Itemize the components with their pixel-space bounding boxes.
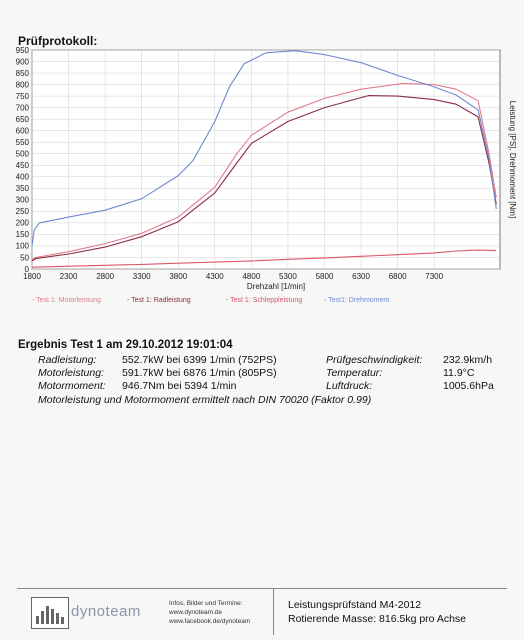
logo-text: dynoteam <box>71 603 141 620</box>
x-tick-label: 4300 <box>206 272 224 281</box>
plot-area <box>31 49 501 270</box>
y-tick-label: 350 <box>16 184 30 193</box>
y-tick-label: 950 <box>16 46 30 55</box>
temperatur-label: Temperatur: <box>326 367 383 379</box>
y-tick-label: 300 <box>16 196 30 205</box>
y-tick-label: 600 <box>16 126 30 135</box>
y-tick-label: 400 <box>16 173 30 182</box>
radleistung-label: Radleistung: <box>38 354 97 366</box>
y-tick-label: 550 <box>16 138 30 147</box>
x-tick-label: 5800 <box>316 272 334 281</box>
x-tick-label: 6800 <box>389 272 407 281</box>
info-line-3: www.facebook.de/dynoteam <box>169 618 251 625</box>
y-tick-label: 500 <box>16 150 30 159</box>
motormoment-value: 946.7Nm bei 5394 1/min <box>122 380 237 392</box>
series-line-2 <box>31 249 497 268</box>
motormoment-label: Motormoment: <box>38 380 106 392</box>
dyno-chart: 0 50 100 150 200 250 300 350 400 450 500 550 600 650 7… <box>16 46 517 291</box>
info-line-1: Infos, Bilder und Termine: <box>169 600 243 607</box>
x-tick-label: 5300 <box>279 272 297 281</box>
results-title: Ergebnis Test 1 am 29.10.2012 19:01:04 <box>18 339 233 351</box>
motorleistung-value: 591.7kW bei 6876 1/min (805PS) <box>122 367 277 379</box>
x-tick-label: 3300 <box>133 272 151 281</box>
grid <box>31 49 500 270</box>
x-tick-label: 3800 <box>169 272 187 281</box>
series-line-1 <box>31 95 497 262</box>
temperatur-value: 11.9°C <box>443 367 475 379</box>
pruefgeschwindigkeit-label: Prüfgeschwindigkeit: <box>326 354 423 366</box>
y-axis-label: Leistung [PS], Drehmoment [Nm] <box>508 101 517 218</box>
dynoteam-logo-icon <box>31 597 69 629</box>
y-tick-label: 800 <box>16 80 30 89</box>
legend-schleppleistung: - Test 1: Schleppleistung <box>226 297 303 304</box>
y-tick-label: 250 <box>16 207 30 216</box>
legend-drehmoment: - Test1: Drehmoment <box>324 297 390 304</box>
legend-radleistung: - Test 1: Radleistung <box>127 297 191 304</box>
y-tick-label: 0 <box>25 265 30 274</box>
y-tick-label: 150 <box>16 230 30 239</box>
luftdruck-value: 1005.6hPa <box>443 380 494 392</box>
y-tick-label: 450 <box>16 161 30 170</box>
x-axis-label: Drehzahl [1/min] <box>247 282 305 291</box>
page-title: Prüfprotokoll: <box>18 34 98 48</box>
info-line-2: www.dynoteam.de <box>169 609 223 616</box>
legend-motorleistung: - Test 1: Motorleistung <box>32 297 101 304</box>
y-tick-label: 50 <box>20 253 29 262</box>
series-line-3 <box>31 50 497 246</box>
y-tick-label: 650 <box>16 115 30 124</box>
y-tick-label: 900 <box>16 57 30 66</box>
footer: dynoteam Infos, Bilder und Termine: www.… <box>17 588 507 635</box>
footer-details: Leistungsprüfstand M4-2012 Rotierende Ma… <box>273 589 508 635</box>
y-tick-label: 850 <box>16 69 30 78</box>
rotierende-masse: Rotierende Masse: 816.5kg pro Achse <box>288 613 467 625</box>
x-tick-label: 6300 <box>352 272 370 281</box>
x-tick-label: 7300 <box>425 272 443 281</box>
pruefstand-name: Leistungsprüfstand M4-2012 <box>288 599 422 611</box>
x-tick-label: 1800 <box>23 272 41 281</box>
y-tick-label: 200 <box>16 219 30 228</box>
x-tick-label: 4800 <box>242 272 260 281</box>
radleistung-value: 552.7kW bei 6399 1/min (752PS) <box>122 354 277 366</box>
din-note: Motorleistung und Motormoment ermittelt … <box>38 394 372 406</box>
y-tick-label: 700 <box>16 103 30 112</box>
x-tick-label: 2800 <box>96 272 114 281</box>
y-tick-label: 100 <box>16 242 30 251</box>
series-line-0 <box>31 82 497 261</box>
y-tick-label: 750 <box>16 92 30 101</box>
motorleistung-label: Motorleistung: <box>38 367 104 379</box>
x-tick-label: 2300 <box>60 272 78 281</box>
info-block: Infos, Bilder und Termine: www.dynoteam.… <box>169 599 250 626</box>
pruefgeschwindigkeit-value: 232.9km/h <box>443 354 493 366</box>
luftdruck-label: Luftdruck: <box>326 380 373 392</box>
